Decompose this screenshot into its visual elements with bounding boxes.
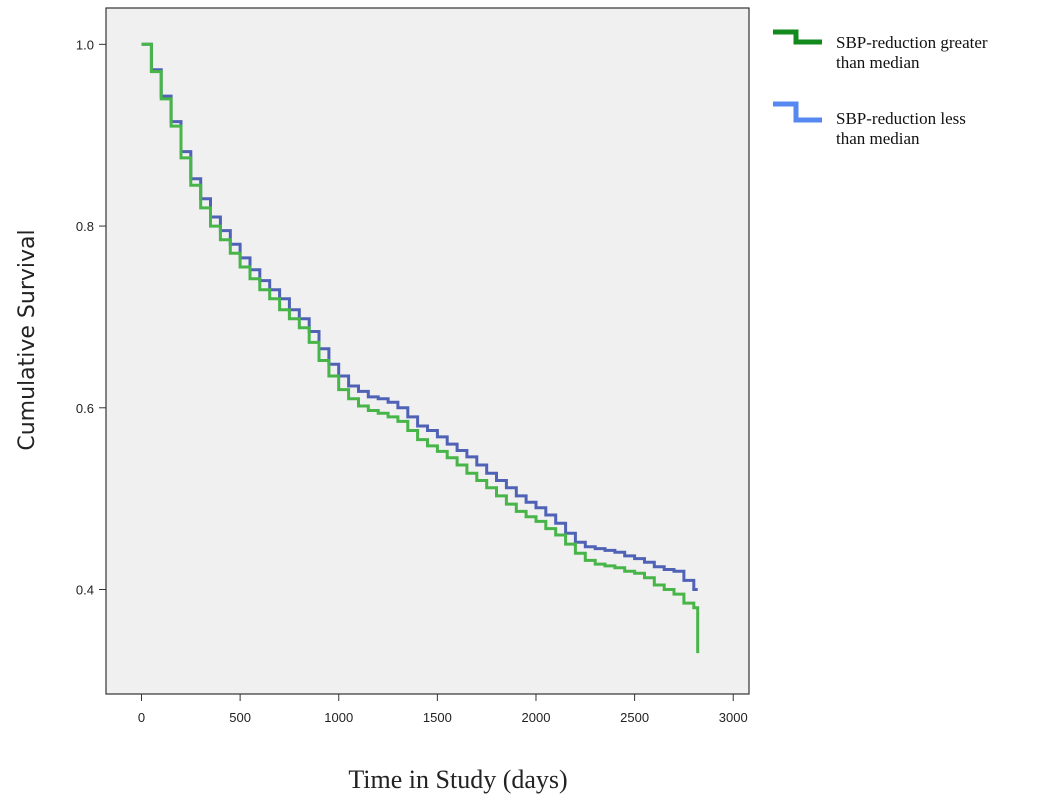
legend-item-less: SBP-reduction less than median	[773, 101, 970, 148]
x-tick-label: 500	[229, 710, 251, 725]
plot-area	[105, 7, 750, 695]
y-tick-label: 1.0	[76, 37, 94, 52]
x-tick-label: 2500	[620, 710, 649, 725]
y-tick-label: 0.4	[76, 583, 94, 598]
legend-label-greater: SBP-reduction greater than median	[836, 33, 992, 72]
x-tick-label: 0	[138, 710, 145, 725]
legend: SBP-reduction greater than median SBP-re…	[773, 29, 992, 148]
legend-swatch-less	[773, 101, 822, 123]
y-tick-label: 0.6	[76, 401, 94, 416]
legend-label-less: SBP-reduction less than median	[836, 109, 970, 148]
y-axis-title: Cumulative Survival	[15, 229, 40, 450]
series-line-less	[141, 42, 698, 591]
x-tick-label: 3000	[719, 710, 748, 725]
x-axis-title: Time in Study (days)	[348, 765, 567, 794]
legend-item-greater: SBP-reduction greater than median	[773, 29, 992, 72]
y-axis: 0.4 0.6 0.8 1.0	[76, 37, 106, 598]
series-layer	[141, 42, 700, 654]
x-tick-label: 2000	[522, 710, 551, 725]
x-axis: 0 500 1000 1500 2000 2500 3000	[138, 694, 748, 725]
legend-swatch-greater	[773, 29, 822, 45]
series-line-greater	[141, 42, 700, 654]
y-tick-label: 0.8	[76, 219, 94, 234]
x-tick-label: 1500	[423, 710, 452, 725]
x-tick-label: 1000	[324, 710, 353, 725]
